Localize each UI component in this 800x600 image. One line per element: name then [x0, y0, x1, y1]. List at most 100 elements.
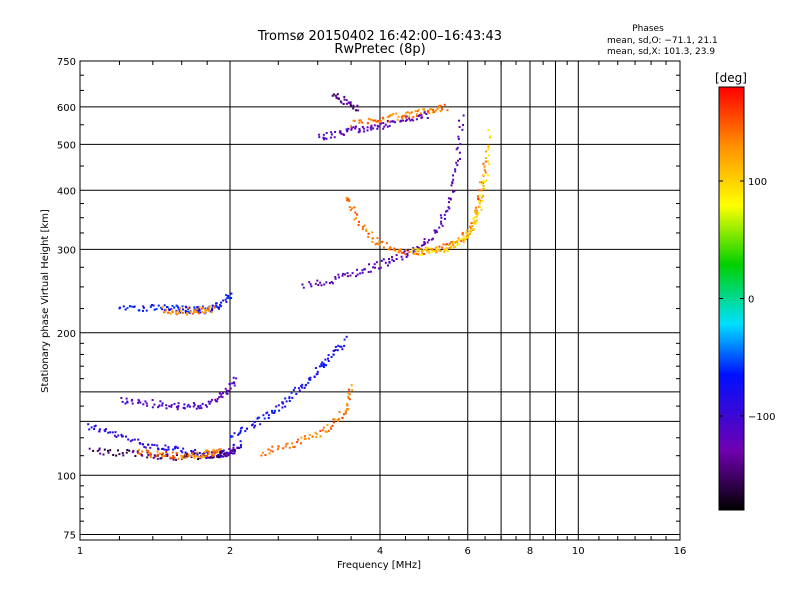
echo-point — [216, 397, 219, 400]
echo-point — [408, 117, 411, 120]
echo-point — [487, 129, 490, 131]
echo-point — [126, 307, 129, 310]
echo-point — [419, 114, 422, 117]
echo-point — [415, 118, 418, 121]
echo-point — [193, 403, 196, 406]
echo-point — [197, 405, 200, 408]
echo-point — [99, 452, 102, 455]
echo-point — [288, 446, 291, 449]
echo-point — [439, 249, 442, 252]
echo-point — [187, 307, 190, 310]
echo-point — [303, 386, 306, 389]
echo-point — [456, 244, 459, 246]
echo-point — [220, 449, 223, 452]
echo-point — [366, 126, 369, 129]
echo-point — [475, 215, 478, 218]
echo-point — [480, 208, 483, 211]
echo-point — [171, 309, 174, 312]
echo-point — [417, 248, 420, 251]
echo-point — [184, 453, 187, 456]
echo-point — [421, 250, 423, 253]
echo-point — [137, 401, 140, 404]
echo-point — [300, 436, 303, 439]
echo-point — [331, 94, 334, 97]
echo-point — [118, 453, 121, 456]
echo-point — [142, 403, 145, 406]
echo-point — [124, 402, 127, 405]
echo-point — [476, 209, 478, 212]
echo-point — [153, 403, 156, 406]
echo-point — [172, 458, 175, 461]
echo-point — [411, 248, 414, 251]
echo-point — [241, 426, 243, 429]
echo-point — [305, 383, 307, 386]
echo-point — [458, 119, 460, 122]
echo-point — [191, 312, 194, 315]
echo-point — [371, 240, 374, 243]
echo-point — [88, 428, 91, 431]
echo-point — [142, 306, 145, 309]
echo-point — [425, 113, 428, 115]
echo-point — [388, 120, 391, 123]
echo-point — [416, 110, 419, 113]
echo-point — [401, 252, 404, 254]
echo-point — [258, 416, 261, 419]
echo-point — [185, 310, 187, 313]
y-tick-label: 600 — [57, 103, 76, 114]
echo-point — [480, 189, 483, 192]
echo-point — [186, 455, 189, 458]
echo-point — [409, 250, 412, 253]
echo-point — [478, 202, 481, 205]
echo-point — [458, 239, 461, 242]
echo-point — [340, 345, 343, 348]
echo-point — [428, 250, 431, 252]
echo-point — [386, 116, 389, 119]
echo-point — [456, 146, 459, 149]
echo-point — [288, 397, 291, 400]
echo-point — [379, 120, 382, 123]
echo-point — [369, 126, 372, 129]
echo-point — [454, 168, 457, 171]
echo-point — [394, 121, 396, 124]
echo-point — [415, 113, 418, 116]
echo-point — [408, 112, 411, 115]
echo-point — [384, 123, 387, 126]
echo-point — [109, 431, 112, 434]
echo-point — [282, 402, 285, 405]
colorbar-gradient — [718, 86, 745, 511]
echo-point — [442, 243, 445, 246]
echo-point — [333, 349, 336, 352]
echo-point — [408, 115, 411, 118]
echo-point — [462, 237, 465, 240]
echo-point — [478, 205, 481, 208]
echo-point — [414, 110, 417, 113]
x-tick-label: 1 — [77, 546, 83, 557]
echo-point — [477, 195, 479, 198]
echo-point — [461, 231, 464, 234]
echo-point — [420, 253, 423, 256]
echo-point — [138, 448, 140, 451]
echo-point — [388, 124, 391, 127]
echo-point — [152, 456, 155, 459]
echo-point — [196, 453, 199, 456]
echo-point — [285, 400, 288, 403]
echo-point — [346, 199, 349, 202]
echo-point — [352, 126, 355, 129]
echo-point — [343, 338, 346, 341]
echo-point — [311, 435, 314, 438]
echo-point — [225, 389, 228, 392]
echo-point — [330, 131, 333, 134]
echo-point — [317, 284, 320, 286]
echo-point — [186, 310, 189, 313]
echo-point — [226, 392, 229, 395]
echo-point — [122, 305, 125, 308]
echo-point — [139, 401, 142, 404]
echo-point — [351, 389, 354, 392]
echo-point — [171, 457, 174, 459]
echo-point — [391, 258, 394, 261]
echo-point — [308, 378, 311, 381]
echo-point — [98, 430, 101, 433]
echo-point — [327, 357, 329, 360]
echo-point — [239, 444, 242, 446]
echo-point — [475, 222, 477, 225]
